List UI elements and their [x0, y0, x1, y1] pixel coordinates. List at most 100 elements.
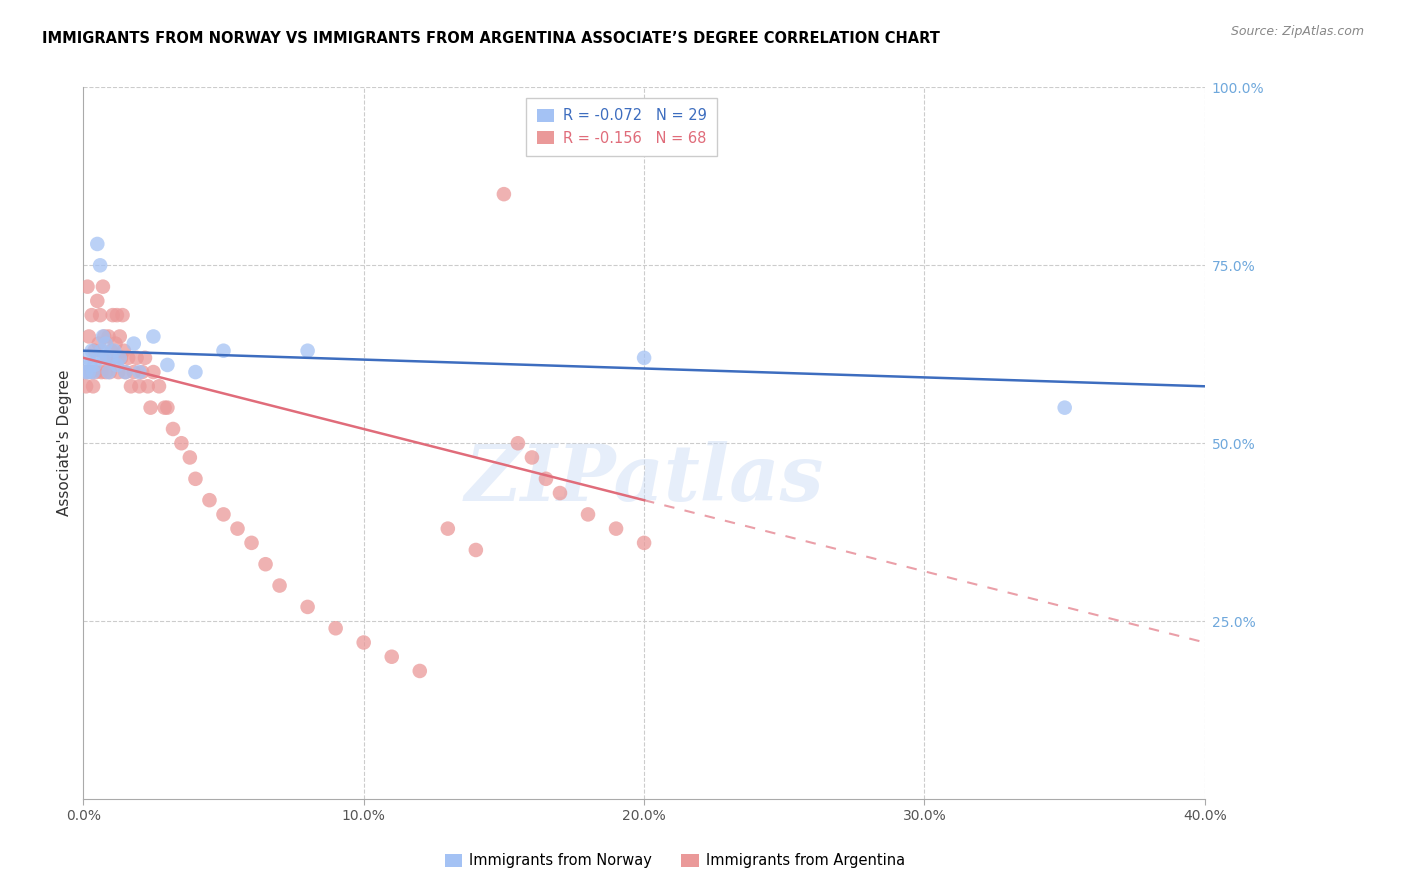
Point: [112, 343, 135, 358]
Point: [98, 365, 121, 379]
Point: [105, 358, 128, 372]
Point: [108, 351, 131, 365]
Point: [148, 379, 170, 393]
Point: [105, 308, 128, 322]
Point: [1053, 401, 1076, 415]
Point: [114, 365, 136, 379]
Point: [179, 450, 201, 465]
Point: [94, 365, 117, 379]
Point: [269, 578, 291, 592]
Legend: Immigrants from Norway, Immigrants from Argentina: Immigrants from Norway, Immigrants from …: [439, 847, 911, 874]
Text: ZIPatlas: ZIPatlas: [464, 441, 824, 517]
Point: [297, 599, 319, 614]
Point: [80, 343, 103, 358]
Point: [91, 279, 114, 293]
Point: [86, 237, 108, 252]
Point: [82, 365, 104, 379]
Point: [436, 522, 458, 536]
Point: [96, 351, 118, 365]
Point: [87, 351, 110, 365]
Point: [492, 187, 515, 202]
Legend: R = -0.072   N = 29, R = -0.156   N = 68: R = -0.072 N = 29, R = -0.156 N = 68: [526, 98, 717, 156]
Point: [325, 621, 347, 635]
Point: [254, 558, 277, 572]
Point: [142, 329, 165, 343]
Point: [576, 508, 599, 522]
Point: [111, 308, 134, 322]
Point: [73, 365, 96, 379]
Point: [139, 401, 162, 415]
Point: [104, 336, 127, 351]
Point: [156, 401, 179, 415]
Point: [79, 358, 101, 372]
Point: [87, 336, 110, 351]
Point: [162, 422, 184, 436]
Point: [548, 486, 571, 500]
Point: [91, 329, 114, 343]
Point: [89, 258, 111, 272]
Point: [82, 379, 104, 393]
Point: [297, 343, 319, 358]
Point: [409, 664, 432, 678]
Point: [83, 343, 105, 358]
Point: [75, 365, 97, 379]
Point: [79, 365, 101, 379]
Point: [80, 308, 103, 322]
Point: [83, 358, 105, 372]
Point: [103, 351, 125, 365]
Point: [131, 365, 153, 379]
Point: [110, 351, 132, 365]
Point: [94, 336, 117, 351]
Point: [534, 472, 557, 486]
Point: [108, 329, 131, 343]
Point: [153, 401, 176, 415]
Text: Source: ZipAtlas.com: Source: ZipAtlas.com: [1230, 25, 1364, 38]
Point: [353, 635, 375, 649]
Point: [97, 365, 120, 379]
Point: [464, 543, 486, 558]
Point: [184, 365, 207, 379]
Point: [100, 351, 122, 365]
Point: [117, 351, 139, 365]
Point: [156, 358, 179, 372]
Point: [128, 365, 150, 379]
Point: [84, 365, 107, 379]
Point: [107, 365, 129, 379]
Point: [212, 508, 235, 522]
Point: [125, 351, 148, 365]
Point: [520, 450, 543, 465]
Point: [77, 329, 100, 343]
Point: [633, 536, 655, 550]
Point: [170, 436, 193, 450]
Point: [97, 329, 120, 343]
Point: [90, 365, 112, 379]
Y-axis label: Associate's Degree: Associate's Degree: [58, 370, 72, 516]
Point: [86, 293, 108, 308]
Point: [226, 522, 249, 536]
Point: [184, 472, 207, 486]
Point: [75, 379, 97, 393]
Point: [120, 379, 142, 393]
Point: [93, 351, 115, 365]
Point: [633, 351, 655, 365]
Point: [506, 436, 529, 450]
Point: [100, 343, 122, 358]
Point: [136, 379, 159, 393]
Point: [89, 308, 111, 322]
Point: [198, 493, 221, 508]
Point: [142, 365, 165, 379]
Point: [114, 365, 136, 379]
Point: [77, 365, 100, 379]
Point: [240, 536, 263, 550]
Point: [93, 329, 115, 343]
Point: [76, 351, 98, 365]
Point: [212, 343, 235, 358]
Point: [103, 343, 125, 358]
Point: [101, 308, 124, 322]
Point: [605, 522, 627, 536]
Point: [122, 336, 145, 351]
Point: [134, 351, 156, 365]
Text: IMMIGRANTS FROM NORWAY VS IMMIGRANTS FROM ARGENTINA ASSOCIATE’S DEGREE CORRELATI: IMMIGRANTS FROM NORWAY VS IMMIGRANTS FRO…: [42, 31, 941, 46]
Point: [90, 343, 112, 358]
Point: [381, 649, 404, 664]
